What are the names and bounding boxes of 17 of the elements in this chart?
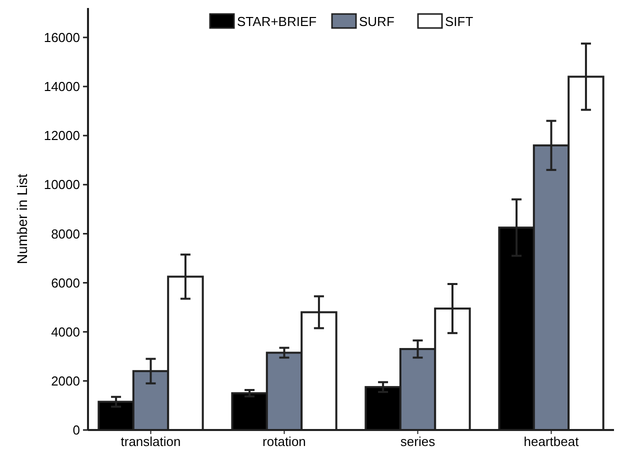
y-tick-label: 10000 — [44, 177, 80, 192]
x-tick-label: translation — [120, 434, 181, 449]
y-tick-label: 8000 — [51, 226, 80, 242]
y-tick-label: 12000 — [44, 128, 80, 144]
x-tick-label: series — [400, 434, 436, 449]
y-tick-label: 6000 — [51, 275, 80, 290]
x-tick-label: heartbeat — [524, 434, 580, 449]
x-tick-label: rotation — [262, 434, 306, 449]
y-tick-label: 2000 — [51, 373, 80, 388]
legend-label: STAR+BRIEF — [237, 14, 317, 29]
legend-label: SURF — [359, 14, 394, 29]
y-axis-title: Number in List — [14, 174, 30, 264]
y-tick-label: 4000 — [51, 324, 80, 340]
y-tick-label: 16000 — [44, 30, 80, 45]
y-tick-label: 14000 — [44, 79, 80, 94]
y-tick-label: 0 — [72, 422, 80, 438]
legend-label: SIFT — [445, 14, 474, 29]
